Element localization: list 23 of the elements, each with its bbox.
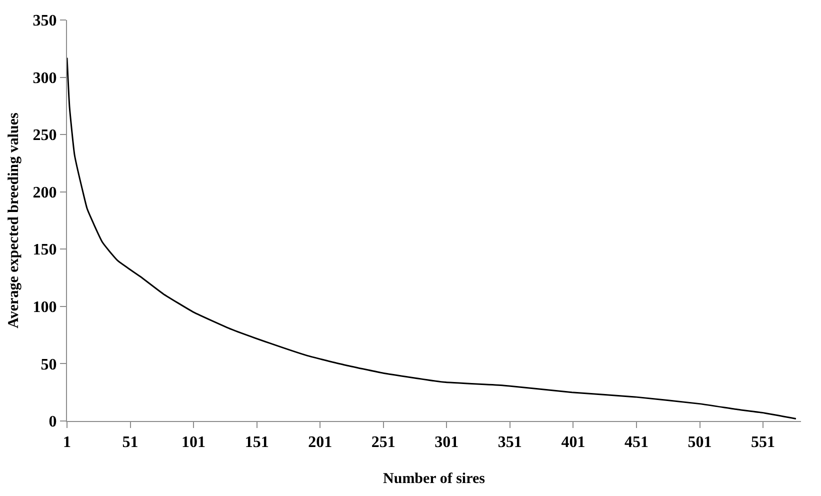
x-tick-label: 301 — [434, 434, 459, 452]
y-tick-label: 150 — [32, 242, 57, 259]
x-tick-label: 101 — [182, 434, 206, 452]
y-tick-label: 300 — [32, 70, 57, 87]
line-series — [67, 57, 797, 420]
y-tick-label: 200 — [32, 184, 57, 202]
x-tick-label: 201 — [308, 434, 332, 452]
x-tick-label: 501 — [688, 434, 712, 452]
x-axis-title: Number of sires — [383, 471, 486, 488]
y-tick-label: 0 — [48, 414, 57, 431]
y-tick-label: 100 — [32, 299, 57, 316]
x-tick-label: 351 — [498, 434, 522, 452]
x-tick-label: 51 — [122, 434, 138, 452]
x-tick-label: 251 — [371, 434, 396, 452]
y-axis-title: Average expected breeding values — [6, 112, 22, 328]
y-tick-label: 350 — [32, 12, 57, 30]
y-tick-label: 50 — [40, 356, 57, 374]
x-tick-label: 551 — [751, 434, 776, 452]
x-tick-label: 151 — [244, 434, 269, 452]
x-tick-label: 1 — [63, 434, 71, 452]
x-tick-label: 451 — [624, 434, 648, 452]
x-tick-label: 401 — [561, 434, 586, 452]
y-tick-label: 250 — [32, 127, 57, 144]
